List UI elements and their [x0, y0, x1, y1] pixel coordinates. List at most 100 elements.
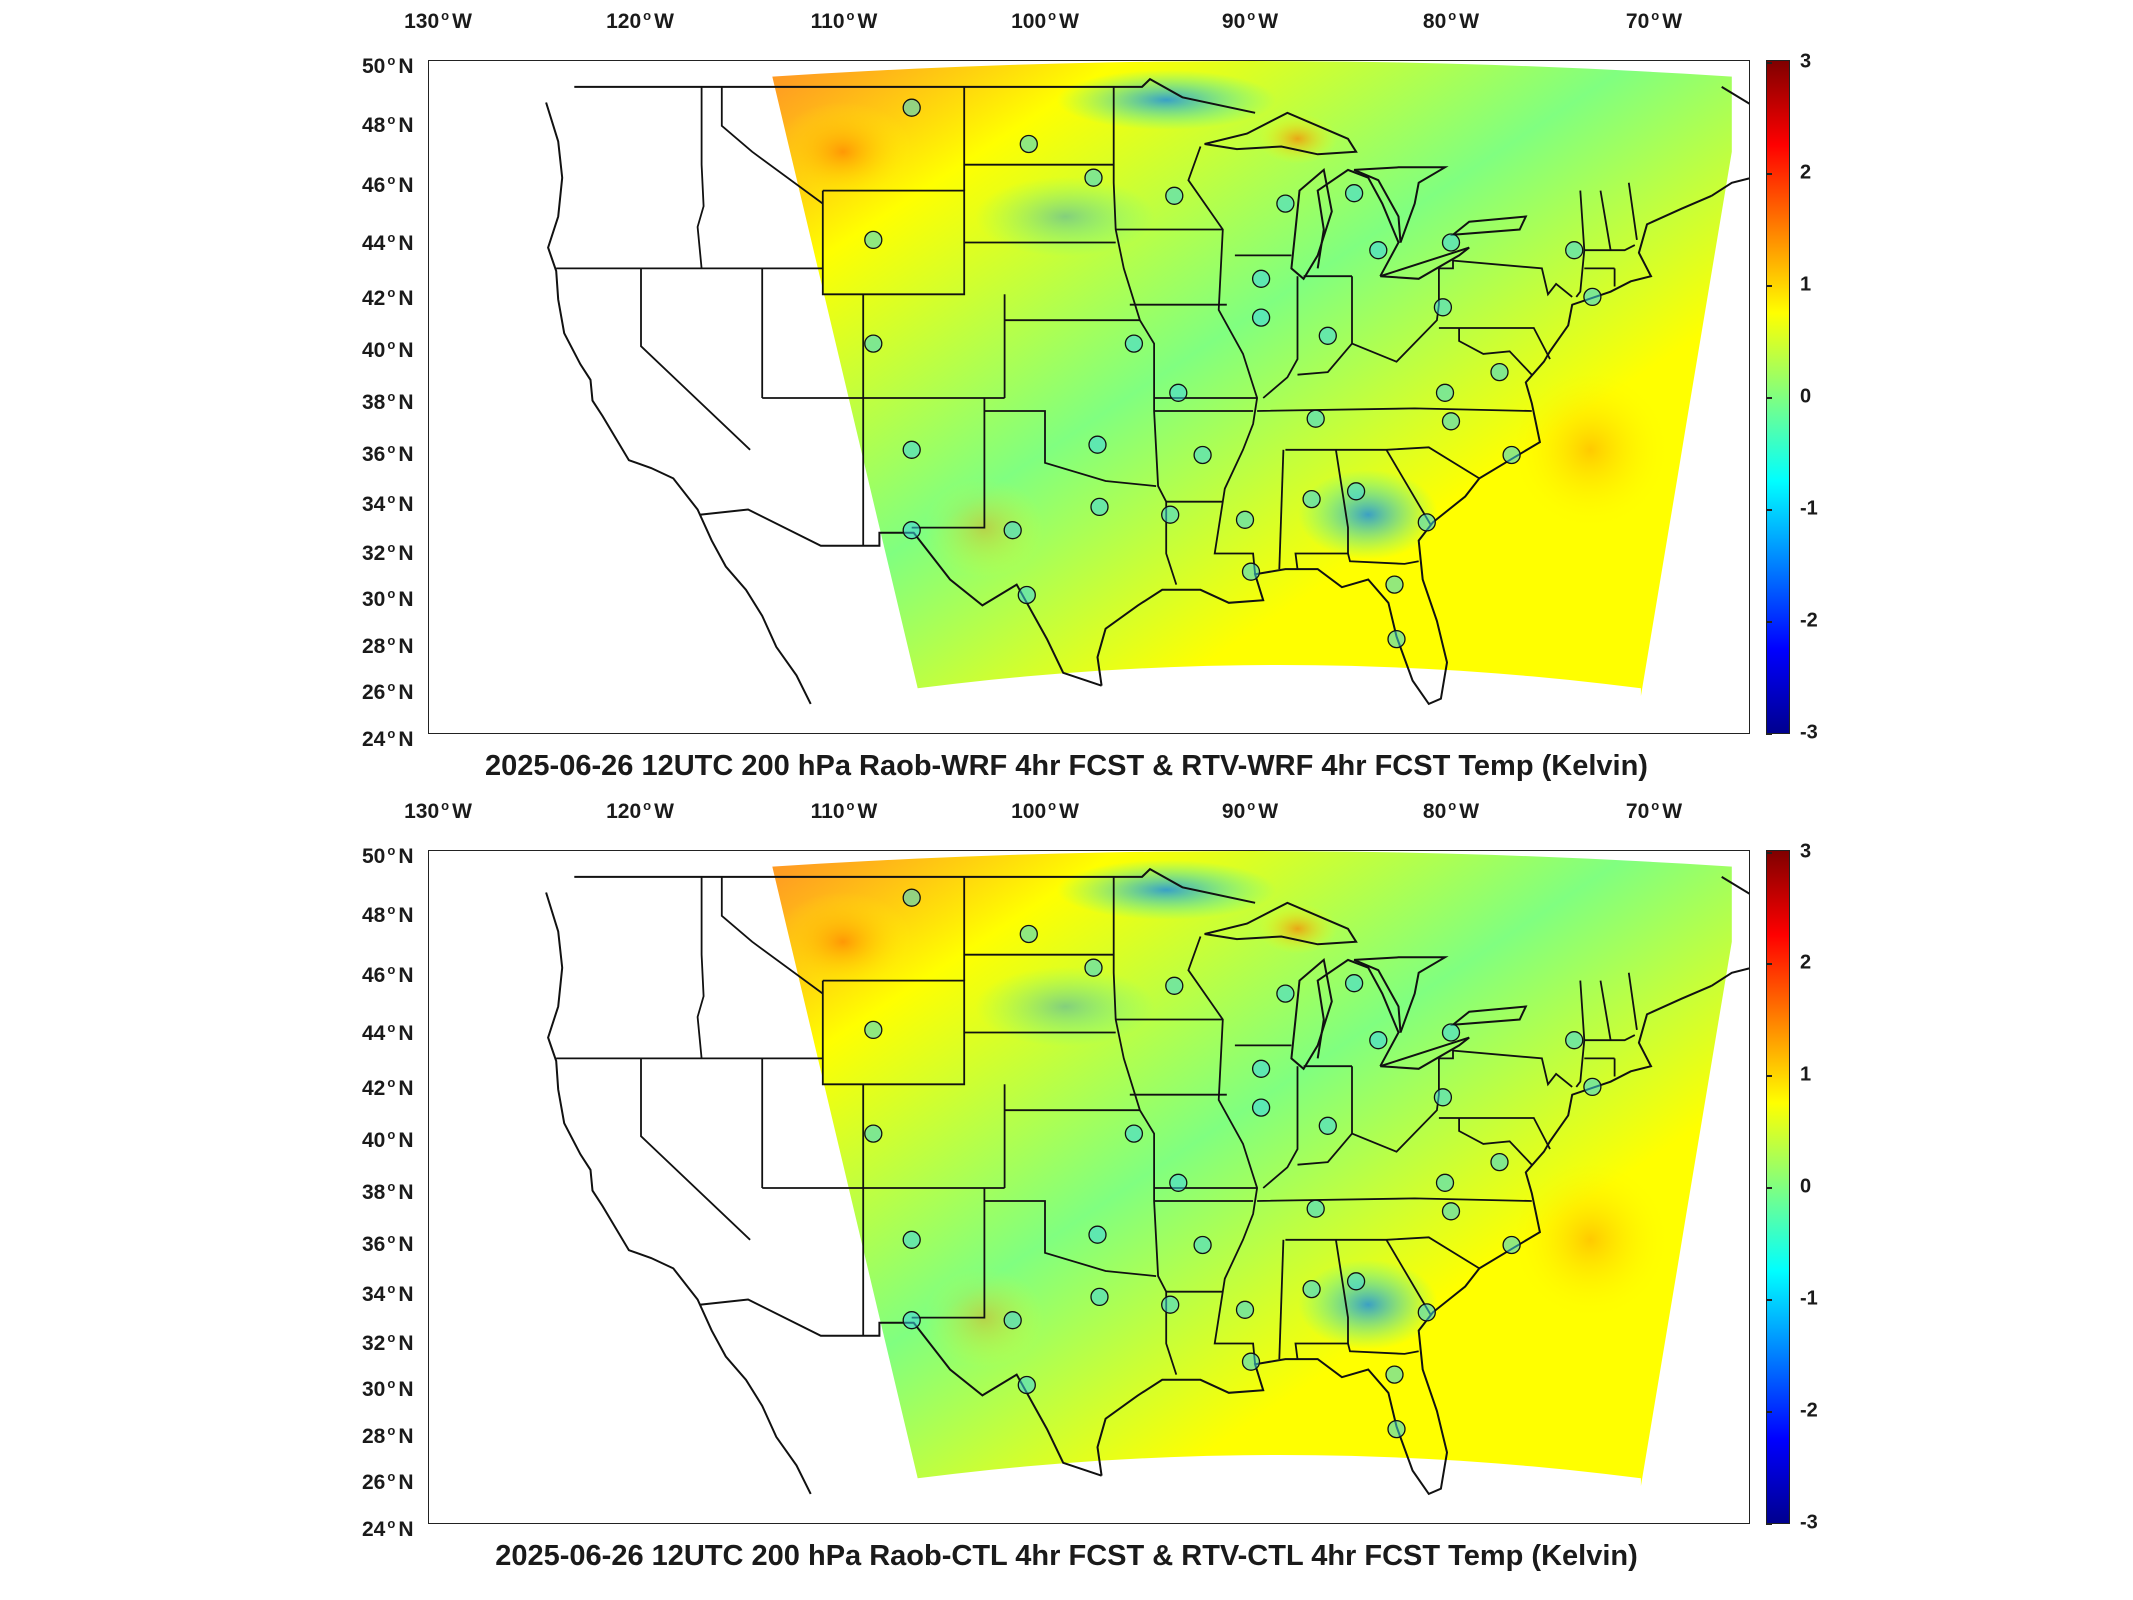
state-boundary [1627, 972, 1638, 1031]
state-boundary [696, 86, 705, 269]
raob-station-marker [1165, 186, 1184, 205]
state-boundary [1297, 276, 1353, 376]
map-plot-area [428, 60, 1750, 734]
longitude-tick-label: 70 o W [1625, 8, 1683, 33]
state-boundary [1438, 1117, 1551, 1150]
latitude-tick-label: 46 o N [362, 962, 414, 987]
mexico-border [699, 508, 1102, 687]
raob-station-marker [1565, 1031, 1584, 1050]
state-boundary [640, 1058, 751, 1241]
raob-station-marker [864, 334, 883, 353]
raob-station-marker [902, 888, 921, 907]
raob-station-marker [1387, 1419, 1406, 1439]
raob-station-marker [1276, 194, 1295, 213]
colorbar-tick-mark [1766, 852, 1772, 854]
raob-station-marker [1235, 510, 1255, 529]
state-boundary [696, 876, 705, 1059]
michigan-outline [1316, 958, 1400, 1067]
great-lake-outline [1379, 1036, 1470, 1070]
state-boundary [1351, 1058, 1440, 1153]
state-boundary [640, 268, 751, 451]
raob-station-marker [1165, 976, 1184, 995]
raob-station-marker [1088, 435, 1107, 454]
canada-border [574, 867, 1256, 904]
raob-station-marker [1318, 326, 1337, 345]
raob-station-marker [1003, 1311, 1022, 1330]
map-panel-2: 130 o W 120 o W 110 o W 100 o W 90 o W 80 o W 70 o W 50 o N 48 o N… [0, 790, 2133, 1585]
longitude-tick-label: 110 o W [810, 798, 878, 823]
raob-station-marker [1417, 1303, 1436, 1322]
state-boundary [1599, 980, 1612, 1041]
state-boundary [1458, 328, 1533, 376]
latitude-tick-label: 42 o N [362, 285, 414, 310]
raob-station-marker [1490, 362, 1509, 382]
raob-station-marker [1017, 585, 1036, 605]
latitude-tick-label: 24 o N [362, 726, 414, 751]
colorbar-tick-mark [1766, 1075, 1772, 1077]
raob-station-marker [1276, 984, 1295, 1003]
raob-station-marker [1251, 1059, 1271, 1078]
state-boundary [1262, 276, 1299, 399]
raob-station-marker [902, 98, 921, 117]
temperature-difference-map [545, 61, 1749, 706]
longitude-tick-label: 120 o W [606, 8, 674, 33]
state-boundary [1438, 259, 1573, 298]
raob-station-marker [1565, 241, 1584, 260]
raob-station-marker [1369, 241, 1388, 260]
raob-station-marker [1433, 1088, 1453, 1107]
raob-station-marker [1385, 575, 1404, 594]
raob-station-marker [1302, 489, 1321, 509]
colorbar-tick-label: -1 [1800, 1287, 1818, 1310]
map-plot-area [428, 850, 1750, 1524]
latitude-tick-label: 28 o N [362, 633, 414, 658]
state-boundary [1278, 449, 1285, 570]
raob-station-marker [1090, 497, 1109, 517]
state-boundary [1627, 182, 1638, 241]
raob-station-marker [1387, 629, 1406, 649]
raob-station-marker [1084, 168, 1103, 187]
raob-station-marker [1417, 513, 1436, 532]
latitude-tick-label: 30 o N [362, 1376, 414, 1401]
state-boundary [1385, 1239, 1432, 1316]
raob-station-marker [1235, 1300, 1255, 1319]
raob-station-marker [1433, 298, 1453, 317]
mexico-border [699, 1298, 1102, 1477]
raob-station-marker [1251, 269, 1271, 288]
great-lake-outline [1204, 901, 1358, 946]
raob-station-marker [1017, 1375, 1036, 1395]
raob-station-marker [1302, 1279, 1321, 1299]
latitude-tick-label: 34 o N [362, 491, 414, 516]
latitude-tick-label: 42 o N [362, 1075, 414, 1100]
raob-station-marker [1193, 1235, 1212, 1255]
colorbar-tick-mark [1766, 733, 1772, 735]
colorbar-tick-label: -3 [1800, 1511, 1818, 1534]
raob-station-marker [1583, 287, 1602, 307]
latitude-tick-label: 30 o N [362, 586, 414, 611]
michigan-outline [1316, 168, 1400, 277]
raob-station-marker [1019, 134, 1038, 154]
raob-station-marker [1251, 1098, 1271, 1117]
pacific-coastline [545, 892, 812, 1495]
colorbar-tick-mark [1766, 621, 1772, 623]
state-boundary [1257, 1197, 1532, 1202]
raob-station-marker [1084, 958, 1103, 977]
raob-station-marker [1502, 1235, 1521, 1255]
great-lake-outline [1290, 168, 1333, 281]
raob-station-marker [1441, 233, 1461, 252]
raob-station-marker [1441, 1023, 1461, 1042]
state-boundary [983, 1188, 1157, 1277]
colorbar-tick-label: 2 [1800, 951, 1812, 974]
state-boundary [983, 398, 1157, 487]
raob-station-marker [1369, 1031, 1388, 1050]
raob-station-marker [1251, 308, 1271, 327]
colorbar-tick-mark [1766, 1187, 1772, 1189]
longitude-tick-label: 70 o W [1625, 798, 1683, 823]
colorbar-tick-label: -2 [1800, 1399, 1818, 1422]
raob-station-marker [1161, 1295, 1180, 1314]
colorbar-tick-mark [1766, 397, 1772, 399]
raob-station-marker [1502, 445, 1521, 465]
latitude-tick-label: 40 o N [362, 1127, 414, 1152]
state-boundary [1262, 1066, 1299, 1189]
latitude-tick-label: 48 o N [362, 902, 414, 927]
raob-station-marker [1346, 482, 1366, 501]
